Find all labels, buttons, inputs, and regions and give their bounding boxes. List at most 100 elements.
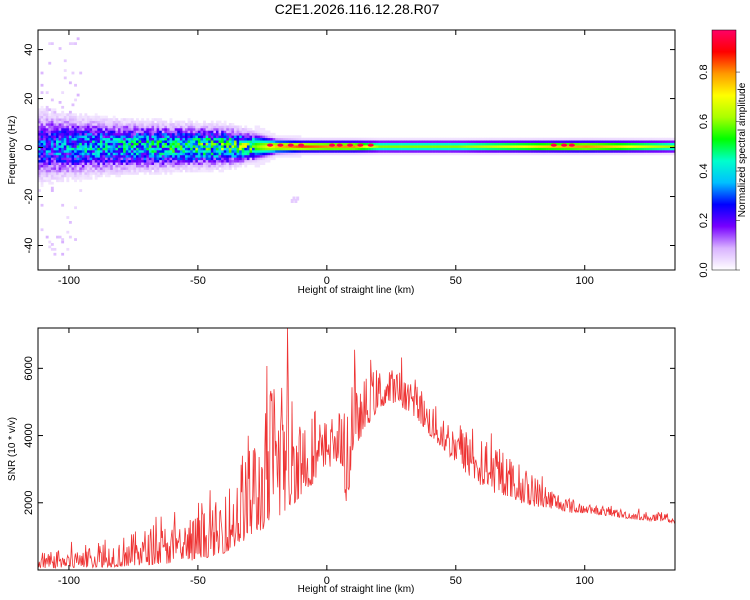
spectrogram-cell (94, 167, 98, 170)
spectrogram-cell (600, 147, 604, 151)
spectrogram-cell (262, 135, 266, 139)
spectrogram-cell (159, 135, 163, 139)
spectrogram-cell (375, 145, 379, 148)
spectrogram-cell (156, 164, 160, 168)
spectrogram-cell (177, 137, 181, 141)
spectrogram-cell (231, 154, 235, 158)
spectrogram-cell (79, 118, 83, 121)
spectrogram-cell (566, 137, 570, 141)
spectrogram-cell (76, 162, 80, 165)
spectrogram-cell (40, 147, 44, 151)
spectrogram-cell (381, 145, 384, 148)
spectrogram-cell (74, 132, 77, 136)
spectrogram-cell (38, 132, 41, 136)
spectrogram-cell (130, 132, 134, 136)
spectrogram-cell (205, 135, 209, 139)
spectrogram-cell (71, 167, 75, 170)
spectrogram-cell (185, 142, 188, 146)
spectrogram-cell (190, 135, 194, 139)
spectrogram-cell (107, 145, 111, 148)
spectrogram-cell (125, 152, 129, 156)
spectrogram-cell (154, 157, 157, 161)
spectrogram-cell (138, 162, 142, 165)
spectrogram-cell (112, 157, 116, 161)
spectrogram-cell (154, 164, 157, 168)
spectrogram-cell (66, 123, 70, 126)
spectrogram-cell (174, 167, 178, 170)
spectrogram-cell (45, 110, 49, 114)
spectrogram-cell (154, 118, 157, 121)
spectrogram-cell (241, 162, 245, 165)
spectrogram-cell (205, 154, 209, 158)
spectrogram-cell (161, 123, 165, 126)
spectrogram-cell (290, 137, 294, 141)
spectrogram-cell (479, 140, 482, 143)
spectrogram-cell (442, 147, 446, 151)
spectrogram-cell (172, 150, 175, 153)
spectrogram-cell (329, 150, 333, 153)
spectrogram-cell (102, 140, 106, 143)
spectrogram-cell (239, 132, 243, 136)
spectrogram-cell (53, 125, 57, 129)
spectrogram-cell (210, 167, 214, 170)
spectrogram-cell (215, 145, 219, 148)
spectrogram-cell (102, 145, 106, 148)
spectrogram-cell (208, 130, 212, 134)
spectrogram-cell (254, 125, 258, 129)
spectrogram-cell (148, 150, 152, 153)
spectrogram-cell (203, 125, 206, 129)
spectrogram-cell (107, 135, 111, 139)
spectrogram-cell (53, 147, 57, 151)
spectrogram-cell (133, 150, 137, 153)
spectrogram-cell (81, 157, 85, 161)
spectrogram-cell (40, 120, 44, 124)
spectrogram-cell (148, 157, 152, 161)
spectrogram-cell (174, 164, 178, 168)
spectrogram-cell (58, 150, 62, 153)
spectrogram-cell (56, 157, 59, 161)
spectrogram-cell (231, 137, 235, 141)
spectrogram-cell (417, 152, 420, 156)
spectrogram-cell (115, 167, 119, 170)
spectrogram-cell (159, 159, 163, 163)
spectrogram-cell (561, 137, 565, 141)
spectrogram-cell (50, 145, 54, 148)
spectrogram-cell (241, 154, 245, 158)
spectrogram-cell (252, 132, 255, 136)
spectrogram-cell (89, 152, 93, 156)
spectrogram-cell (79, 164, 83, 168)
spectrogram-cell (502, 140, 506, 143)
spectrogram-cell (56, 167, 59, 170)
spectrogram-cell (558, 140, 562, 143)
spectrogram-cell (50, 118, 54, 121)
spectrogram-cell (208, 150, 212, 153)
spectrogram-cell (74, 137, 77, 141)
spectrogram-cell (649, 150, 653, 153)
spectrogram-cell (228, 137, 232, 141)
spectrogram-cell (102, 130, 106, 134)
spectrogram-cell (195, 164, 199, 168)
spectrogram-cell (378, 137, 382, 141)
spectrogram-cell (252, 150, 255, 153)
spectrogram-cell (117, 145, 121, 148)
spectrogram-cell (290, 135, 294, 139)
spectrogram-cell (43, 162, 47, 165)
spectrogram-cell (440, 150, 444, 153)
spectrogram-cell (107, 132, 111, 136)
spectrogram-cell (221, 125, 224, 129)
spectrogram-cell (172, 147, 175, 151)
spectrogram-cell (74, 167, 77, 170)
spectrogram-cell (123, 157, 126, 161)
spectrogram-cell (94, 147, 98, 151)
spectrogram-cell (370, 147, 374, 151)
spectrogram-cell (53, 123, 57, 126)
spectrogram-cell (179, 169, 183, 173)
spectrogram-cell (406, 145, 410, 148)
spectrogram-cell (48, 162, 52, 165)
spectrogram-cell (53, 176, 57, 180)
spectrogram-cell (92, 159, 96, 163)
spectrogram-cell (246, 162, 250, 165)
spectrogram-cell (43, 125, 47, 129)
spectrogram-cell (45, 118, 49, 121)
spectrogram-cell (218, 154, 222, 158)
